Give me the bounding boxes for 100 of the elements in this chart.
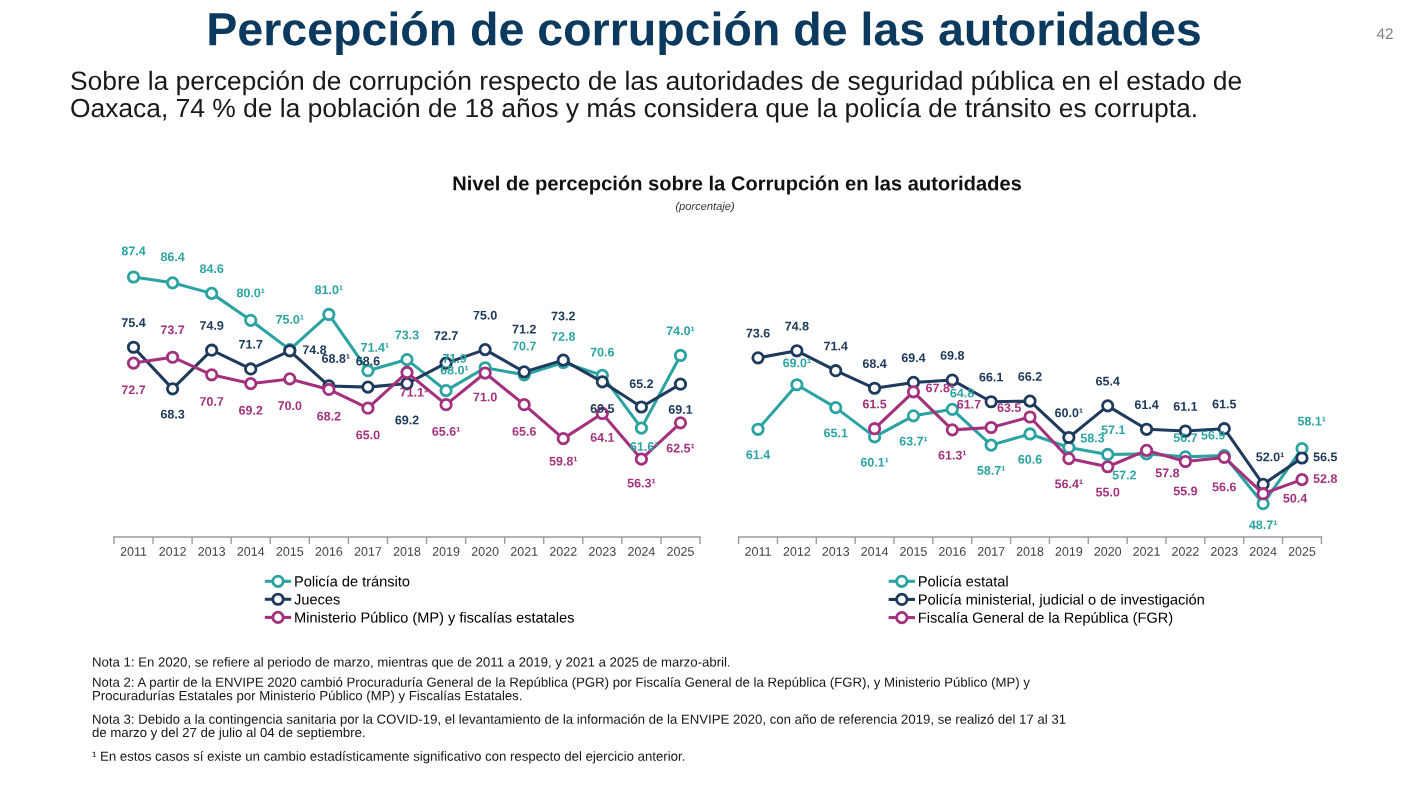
data-label: 58.7¹ (977, 465, 1005, 475)
x-tick-label: 2011 (745, 547, 771, 556)
x-tick-label: 2016 (315, 547, 343, 556)
x-tick-label: 2017 (354, 547, 382, 556)
data-label: 68.8¹ (322, 354, 350, 363)
data-label: 55.0 (1095, 487, 1120, 497)
legend-label: Policía ministerial, judicial o de investigación (919, 593, 1204, 608)
text: 42 (1376, 28, 1393, 39)
data-label: 86.4 (160, 252, 185, 262)
data-label: 74.8 (302, 345, 327, 355)
x-tick-label: 2018 (1016, 547, 1044, 556)
data-label: 69.0¹ (783, 358, 811, 368)
data-label: 61.7 (957, 399, 981, 409)
data-label: 60.1¹ (860, 457, 889, 467)
data-label: 84.6 (199, 264, 224, 274)
text: Nota 2: A partir de la ENVIPE 2020 cambió Procuraduría General de la República (PGR) por Fiscalía General de la República (FGR), y Ministerio Público (MP) y Procuradurías Estatales por Ministerio Público (MP) y Fiscalías Estatales. (93, 677, 1030, 703)
x-tick-label: 2024 (1249, 547, 1277, 556)
data-label: 56.7 (1173, 433, 1198, 443)
text: Nota 1: En 2020, se refiere al periodo de marzo, mientras que de 2011 a 2019, y 2021 a 2025 de marzo-abril. (93, 657, 730, 670)
data-label: 61.4 (746, 450, 771, 460)
data-label: 74.8 (785, 321, 809, 331)
x-tick-label: 2019 (1055, 547, 1083, 556)
data-label: 50.4 (1283, 493, 1308, 503)
data-label: 69.1 (668, 405, 693, 414)
data-label: 73.6 (746, 328, 770, 338)
x-tick-label: 2023 (1210, 547, 1238, 556)
x-tick-label: 2016 (939, 547, 966, 556)
data-label: 80.0¹ (236, 288, 265, 298)
data-label: 87.4 (121, 246, 146, 256)
data-label: 72.7 (434, 331, 458, 340)
data-label: 57.1 (1101, 425, 1126, 435)
data-label: 63.5 (997, 403, 1021, 413)
data-label: 61.5 (862, 399, 887, 409)
x-tick-label: 2023 (589, 547, 616, 556)
data-label: 70.7 (200, 397, 224, 406)
data-label: 70.0 (278, 401, 302, 411)
x-tick-label: 2014 (861, 547, 889, 556)
x-tick-label: 2015 (900, 547, 927, 556)
text: Nota 3: Debido a la contingencia sanitaria por la COVID-19, el levantamiento de la información de la ENVIPE 2020, con año de referencia 2019, se realizó del 17 al 31 de marzo y del 27 de julio al 04 de septiembre. (92, 714, 1066, 740)
data-label: 65.2 (629, 379, 654, 389)
data-label: 68.2 (317, 411, 341, 421)
x-tick-label: 2013 (198, 547, 226, 556)
x-tick-label: 2020 (471, 547, 499, 556)
data-label: 62.5¹ (666, 443, 695, 453)
x-tick-label: 2018 (393, 547, 421, 556)
data-label: 55.9 (1173, 486, 1198, 496)
data-label: 61.5 (1212, 399, 1237, 409)
legend-label: Ministerio Público (MP) y fiscalías estatales (295, 611, 574, 626)
legend-label: Fiscalía General de la República (FGR) (919, 611, 1173, 626)
data-label: 52.8 (1313, 474, 1338, 484)
data-label: 58.1¹ (1297, 416, 1326, 426)
x-tick-label: 2024 (628, 547, 655, 556)
data-label: 73.3 (395, 330, 419, 340)
data-label: 73.7 (160, 325, 185, 335)
data-label: 56.4¹ (1054, 479, 1083, 489)
data-label: 72.8 (551, 332, 576, 341)
x-tick-label: 2022 (1172, 547, 1199, 556)
data-label: 63.7¹ (899, 436, 928, 446)
data-label: 71.4 (824, 341, 848, 351)
x-tick-label: 2021 (1133, 547, 1160, 556)
data-label: 58.3 (1080, 433, 1105, 443)
data-label: 71.7 (239, 339, 263, 349)
data-label: 57.8 (1155, 468, 1180, 478)
data-label: 71.9 (442, 353, 467, 363)
text: Sobre la percepción de corrupción respecto de las autoridades de seguridad pública en el estado de Oaxaca, 74 % de la población de 18 años y más considera que la policía de tránsito es corrupta. (71, 70, 1241, 123)
data-label: 75.0¹ (276, 314, 304, 324)
data-label: 71.1¹ (400, 387, 428, 397)
data-label: 71.0 (473, 392, 497, 402)
data-label: 61.4 (1134, 400, 1159, 410)
data-label: 64.1 (590, 432, 615, 442)
x-tick-label: 2025 (667, 547, 694, 556)
data-label: 70.6 (590, 347, 615, 357)
data-label: 61.3¹ (938, 450, 967, 460)
data-label: 81.0¹ (315, 285, 343, 295)
data-label: 65.6¹ (432, 426, 460, 436)
data-label: 69.4 (901, 353, 926, 363)
data-label: 73.2 (551, 311, 575, 321)
x-tick-label: 2013 (822, 547, 850, 556)
data-label: 72.7 (121, 385, 146, 395)
data-label: 60.0¹ (1055, 408, 1083, 418)
data-label: 74.0¹ (666, 326, 695, 336)
data-label: 57.2 (1112, 470, 1136, 480)
data-label: 56.9 (1201, 430, 1225, 440)
data-label: 65.0 (356, 430, 380, 440)
data-label: 48.7¹ (1249, 520, 1277, 530)
x-tick-label: 2025 (1288, 547, 1316, 556)
legend-label: Policía estatal (919, 575, 1008, 587)
legend-label: Policía de tránsito (295, 575, 410, 587)
x-tick-label: 2022 (549, 547, 577, 556)
text: ¹ En estos casos sí existe un cambio estadísticamente significativo con respecto del ejercicio anterior. (92, 751, 685, 764)
x-tick-label: 2021 (510, 547, 538, 556)
data-label: 65.6 (512, 426, 536, 436)
data-label: 59.8¹ (549, 456, 578, 466)
x-tick-label: 2011 (120, 547, 147, 556)
data-label: 69.8 (940, 350, 965, 360)
x-tick-label: 2015 (276, 547, 304, 556)
x-tick-label: 2019 (432, 547, 460, 556)
x-tick-label: 2014 (237, 547, 265, 556)
data-label: 66.1 (979, 372, 1003, 382)
data-label: 70.7 (512, 341, 536, 351)
